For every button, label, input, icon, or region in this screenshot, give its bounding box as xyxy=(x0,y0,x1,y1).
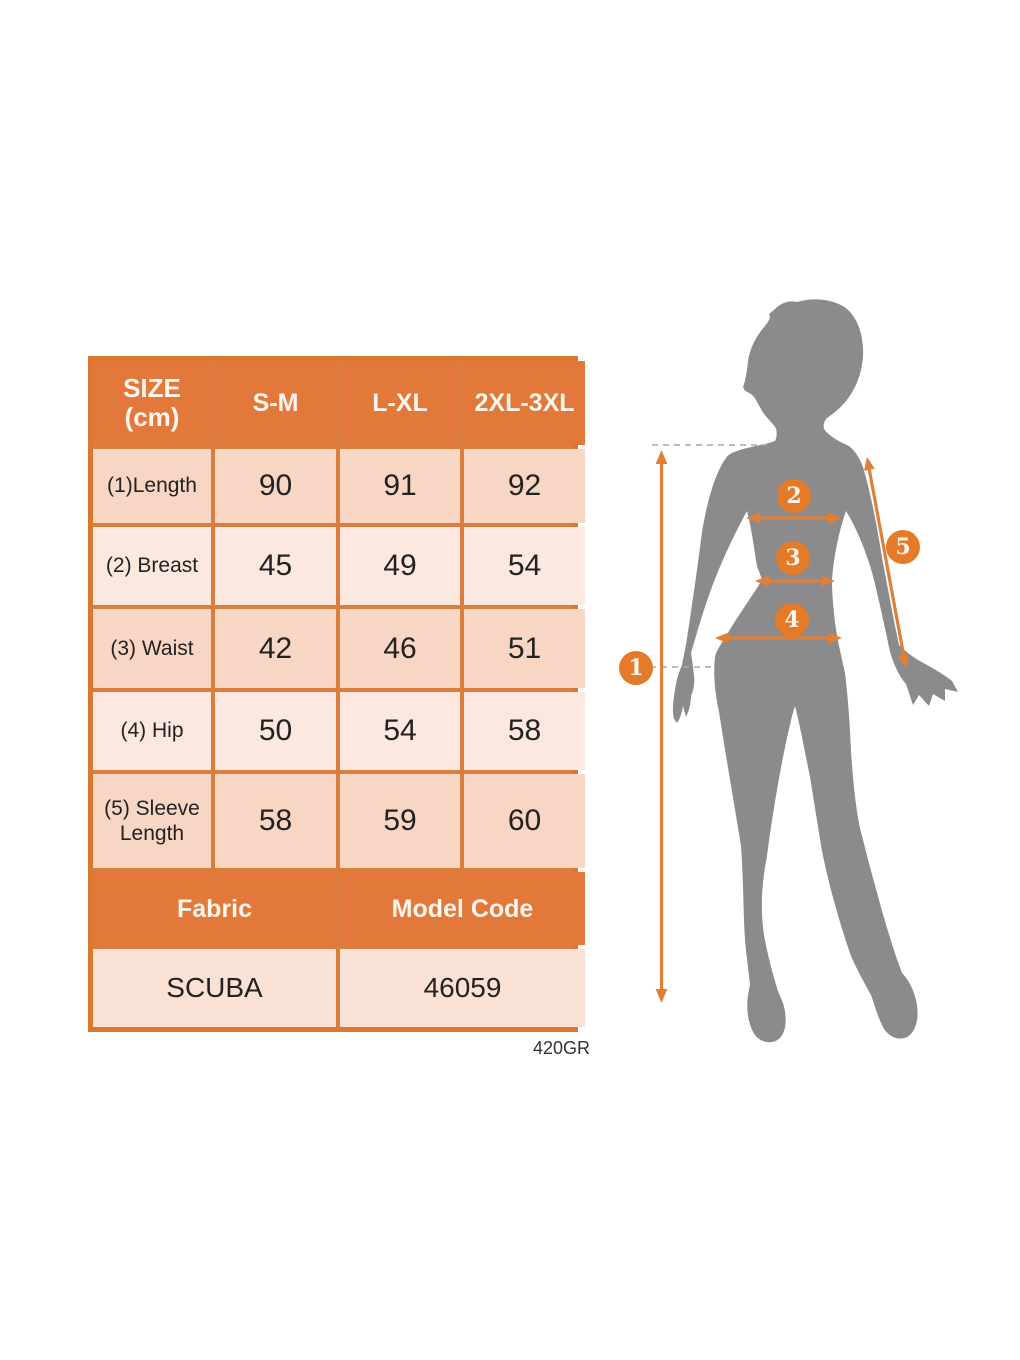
measure-marker-5: 5 xyxy=(886,530,920,564)
fabric-value: SCUBA xyxy=(93,949,336,1027)
table-header-col-lxl: L-XL xyxy=(340,361,460,445)
table-header-col-2xl3xl: 2XL-3XL xyxy=(464,361,585,445)
row-hip-label: (4) Hip xyxy=(93,692,211,770)
sleeve-arrow xyxy=(864,457,909,668)
waist-arrow xyxy=(755,575,835,587)
table-header-col-sm: S-M xyxy=(215,361,336,445)
model-code-value: 46059 xyxy=(340,949,585,1027)
weight-footnote: 420GR xyxy=(532,1038,590,1058)
breast-arrow xyxy=(746,512,842,524)
row-waist-value-sm: 42 xyxy=(215,609,336,688)
row-sleeve-value-lxl: 59 xyxy=(340,774,460,868)
row-hip-value-lxl: 54 xyxy=(340,692,460,770)
measure-marker-3: 3 xyxy=(776,541,810,575)
row-sleeve-value-sm: 58 xyxy=(215,774,336,868)
row-length-value-sm: 90 xyxy=(215,449,336,523)
row-waist-label: (3) Waist xyxy=(93,609,211,688)
row-hip-value-sm: 50 xyxy=(215,692,336,770)
row-waist-value-2xl3xl: 51 xyxy=(464,609,585,688)
woman-silhouette xyxy=(672,299,958,1043)
row-breast-label: (2) Breast xyxy=(93,527,211,605)
table-header-size-cm: SIZE (cm) xyxy=(93,361,211,445)
measure-marker-2: 2 xyxy=(777,479,811,513)
row-length-label: (1)Length xyxy=(93,449,211,523)
measure-marker-4: 4 xyxy=(775,603,809,637)
fabric-header: Fabric xyxy=(93,872,336,945)
length-arrow xyxy=(655,450,668,1003)
row-breast-value-lxl: 49 xyxy=(340,527,460,605)
row-breast-value-sm: 45 xyxy=(215,527,336,605)
row-sleeve-value-2xl3xl: 60 xyxy=(464,774,585,868)
hip-arrow xyxy=(715,632,842,644)
measurement-figure xyxy=(650,299,958,1043)
row-length-value-2xl3xl: 92 xyxy=(464,449,585,523)
measure-marker-1: 1 xyxy=(619,651,653,685)
row-hip-value-2xl3xl: 58 xyxy=(464,692,585,770)
row-length-value-lxl: 91 xyxy=(340,449,460,523)
size-chart-table: SIZE (cm) S-M L-XL 2XL-3XL (1)Length 90 … xyxy=(88,356,585,1032)
row-breast-value-2xl3xl: 54 xyxy=(464,527,585,605)
row-sleeve-label: (5) Sleeve Length xyxy=(93,774,211,868)
row-waist-value-lxl: 46 xyxy=(340,609,460,688)
model-code-header: Model Code xyxy=(340,872,585,945)
